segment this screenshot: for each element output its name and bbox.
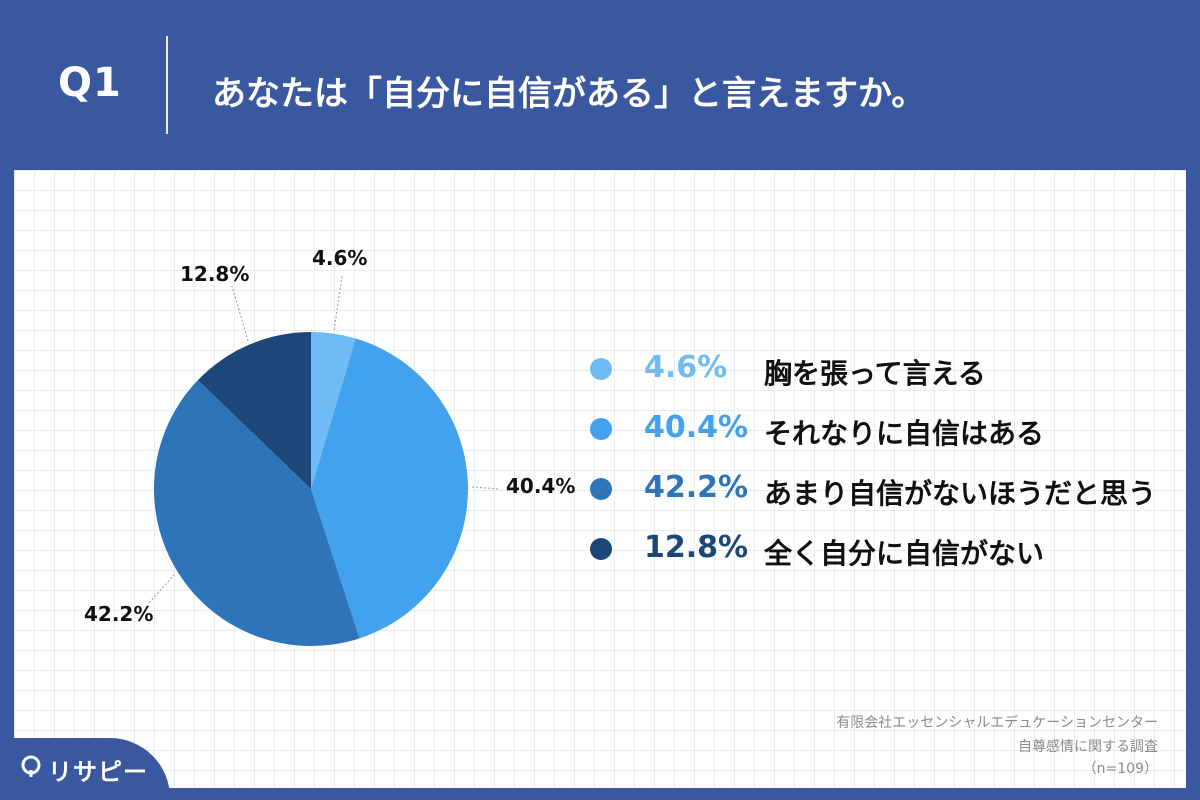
leader-line-1 bbox=[333, 275, 343, 330]
legend-label: 胸を張って言える bbox=[764, 357, 986, 390]
leader-line-4 bbox=[231, 285, 249, 341]
legend-dot bbox=[590, 538, 612, 560]
legend-label: それなりに自信はある bbox=[764, 417, 1045, 450]
legend-label: あまり自信がないほうだと思う bbox=[764, 477, 1157, 510]
legend-item-3: 42.2% あまり自信がないほうだと思う bbox=[590, 470, 1170, 510]
leader-line-3 bbox=[147, 574, 175, 605]
pie-slice-4 bbox=[197, 332, 311, 489]
pie-slice-1 bbox=[311, 332, 356, 489]
source-company: 有限会社エッセンシャルエデュケーションセンター bbox=[836, 715, 1158, 731]
sample-size: （n=109） bbox=[1082, 761, 1158, 777]
data-label-1: 4.6% bbox=[312, 246, 368, 270]
question-title: あなたは「自分に自信がある」と言えますか。 bbox=[212, 74, 926, 114]
legend-dot bbox=[590, 418, 612, 440]
data-label-3: 42.2% bbox=[84, 602, 154, 626]
legend-label: 全く自分に自信がない bbox=[764, 537, 1045, 570]
header: Q1 あなたは「自分に自信がある」と言えますか。 bbox=[0, 0, 1200, 170]
legend-dot bbox=[590, 358, 612, 380]
pie-slice-3 bbox=[153, 380, 360, 646]
legend-percent: 40.4% bbox=[644, 410, 749, 445]
legend-percent: 42.2% bbox=[644, 470, 749, 505]
question-number: Q1 bbox=[58, 60, 122, 106]
legend-dot bbox=[590, 478, 612, 500]
brand-tab bbox=[0, 738, 170, 800]
brand-logo-icon bbox=[21, 755, 41, 777]
data-label-2: 40.4% bbox=[506, 474, 576, 498]
pie-slice-2 bbox=[311, 338, 468, 639]
legend-item-2: 40.4% それなりに自信はある bbox=[590, 410, 1170, 450]
legend-percent: 12.8% bbox=[644, 530, 749, 565]
legend-item-4: 12.8% 全く自分に自信がない bbox=[590, 530, 1170, 570]
legend-percent: 4.6% bbox=[644, 350, 728, 385]
header-divider bbox=[166, 36, 168, 134]
brand-logo-text: リサピー bbox=[48, 758, 148, 786]
legend-item-1: 4.6% 胸を張って言える bbox=[590, 350, 1170, 390]
data-label-4: 12.8% bbox=[180, 262, 250, 286]
leader-line-2 bbox=[471, 486, 501, 490]
survey-name: 自尊感情に関する調査 bbox=[1018, 739, 1158, 755]
